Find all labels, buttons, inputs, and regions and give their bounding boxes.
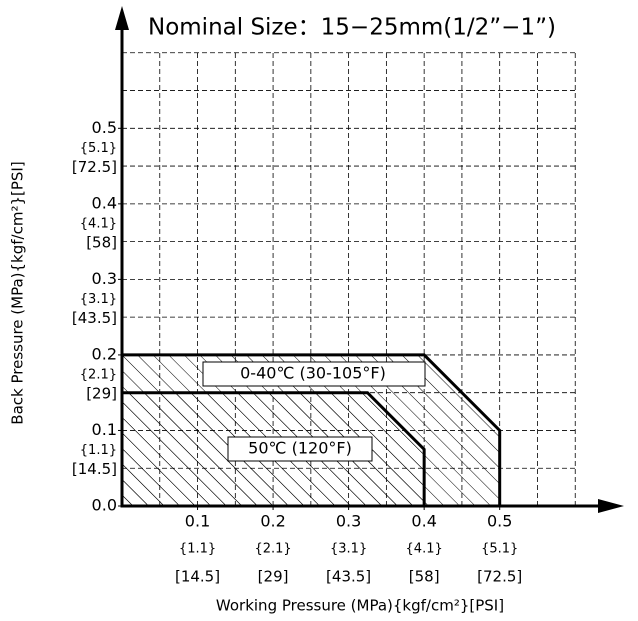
x-tick-kgf: {2.1} (254, 542, 291, 557)
region-label-box (227, 436, 373, 462)
region-outline (122, 353, 502, 506)
y-tick-kgf: {3.1} (80, 292, 117, 307)
x-tick-kgf: {4.1} (406, 542, 443, 557)
x-tick-psi: [43.5] (326, 568, 371, 586)
y-tick-psi: [29] (86, 384, 117, 402)
x-tick-label: 0.4 (411, 512, 436, 531)
x-tick-psi: [72.5] (477, 568, 522, 586)
y-tick-kgf: {5.1} (80, 141, 117, 156)
y-tick-label: 0.0 (92, 496, 117, 515)
y-axis-arrow (115, 6, 129, 30)
chart-title: Nominal Size：15−25mm(1/2”−1”) (148, 15, 556, 41)
x-tick-psi: [58] (409, 568, 440, 586)
x-tick-psi: [29] (258, 568, 289, 586)
region-label-box (202, 361, 426, 387)
x-tick-label: 0.3 (336, 512, 361, 531)
x-tick-kgf: {5.1} (481, 542, 518, 557)
region-label: 50℃ (120°F) (248, 439, 352, 458)
y-tick-label: 0.3 (92, 269, 117, 288)
x-axis-arrow (598, 499, 624, 513)
x-tick-kgf: {1.1} (179, 542, 216, 557)
x-tick-psi: [14.5] (175, 568, 220, 586)
x-tick-label: 0.1 (185, 512, 210, 531)
y-tick-label: 0.2 (92, 344, 117, 363)
x-tick-label: 0.5 (487, 512, 512, 531)
x-axis-label: Working Pressure (MPa){kgf/cm²}[PSI] (216, 597, 504, 615)
region-label: 0-40℃ (30-105°F) (240, 364, 386, 383)
y-axis-label: Back Pressure (MPa){kgf/cm²}[PSI] (9, 161, 27, 424)
x-tick-kgf: {3.1} (330, 542, 367, 557)
y-tick-psi: [72.5] (72, 158, 117, 176)
y-tick-label: 0.5 (92, 118, 117, 137)
y-tick-psi: [14.5] (72, 460, 117, 478)
y-tick-kgf: {1.1} (80, 443, 117, 458)
region-outline (122, 391, 426, 506)
y-tick-label: 0.1 (92, 420, 117, 439)
y-tick-kgf: {2.1} (80, 367, 117, 382)
y-tick-psi: [58] (86, 233, 117, 251)
y-tick-kgf: {4.1} (80, 216, 117, 231)
y-tick-label: 0.4 (92, 193, 117, 212)
y-tick-psi: [43.5] (72, 309, 117, 327)
x-tick-label: 0.2 (260, 512, 285, 531)
